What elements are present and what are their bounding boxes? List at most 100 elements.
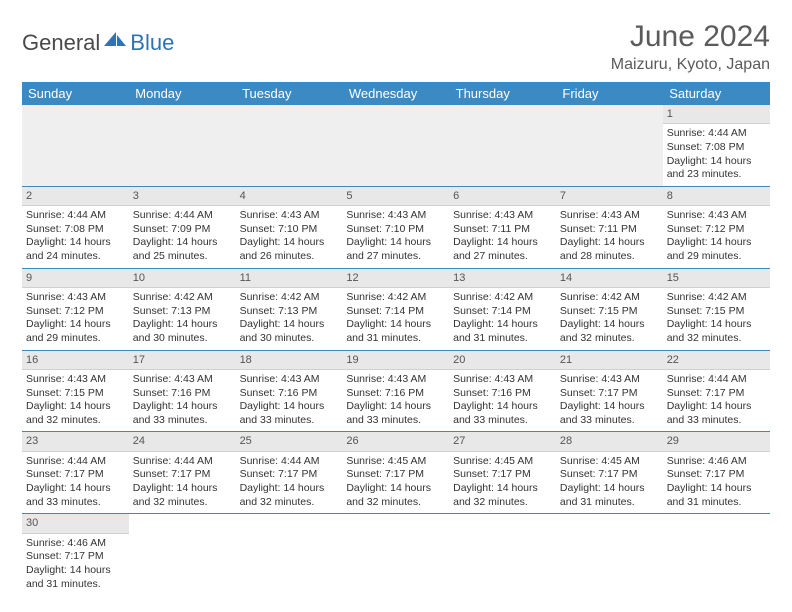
calendar-day-cell — [129, 105, 236, 186]
day-number: 13 — [449, 269, 556, 288]
calendar-day-cell: 16Sunrise: 4:43 AMSunset: 7:15 PMDayligh… — [22, 350, 129, 432]
sunrise-text: Sunrise: 4:45 AM — [453, 455, 552, 469]
sunrise-text: Sunrise: 4:42 AM — [453, 291, 552, 305]
sunset-text: Sunset: 7:17 PM — [26, 468, 125, 482]
daylight-text-2: and 30 minutes. — [133, 332, 232, 346]
sunset-text: Sunset: 7:16 PM — [133, 387, 232, 401]
daylight-text-2: and 32 minutes. — [26, 414, 125, 428]
daylight-text-2: and 33 minutes. — [346, 414, 445, 428]
daylight-text-2: and 33 minutes. — [667, 414, 766, 428]
day-content: Sunrise: 4:42 AMSunset: 7:13 PMDaylight:… — [129, 288, 236, 350]
sunset-text: Sunset: 7:11 PM — [453, 223, 552, 237]
daylight-text-2: and 32 minutes. — [240, 496, 339, 510]
daylight-text-1: Daylight: 14 hours — [560, 236, 659, 250]
day-number: 22 — [663, 351, 770, 370]
sunset-text: Sunset: 7:16 PM — [346, 387, 445, 401]
sunset-text: Sunset: 7:17 PM — [560, 468, 659, 482]
day-content: Sunrise: 4:43 AMSunset: 7:16 PMDaylight:… — [236, 370, 343, 432]
calendar-day-cell: 11Sunrise: 4:42 AMSunset: 7:13 PMDayligh… — [236, 268, 343, 350]
daylight-text-2: and 32 minutes. — [453, 496, 552, 510]
daylight-text-1: Daylight: 14 hours — [560, 482, 659, 496]
sunset-text: Sunset: 7:16 PM — [453, 387, 552, 401]
daylight-text-2: and 33 minutes. — [26, 496, 125, 510]
calendar-week-row: 16Sunrise: 4:43 AMSunset: 7:15 PMDayligh… — [22, 350, 770, 432]
sunrise-text: Sunrise: 4:42 AM — [346, 291, 445, 305]
day-number: 26 — [342, 432, 449, 451]
daylight-text-1: Daylight: 14 hours — [667, 482, 766, 496]
daylight-text-2: and 31 minutes. — [667, 496, 766, 510]
daylight-text-1: Daylight: 14 hours — [346, 236, 445, 250]
day-content: Sunrise: 4:43 AMSunset: 7:15 PMDaylight:… — [22, 370, 129, 432]
sunrise-text: Sunrise: 4:43 AM — [667, 209, 766, 223]
logo: General Blue — [22, 20, 174, 56]
sunrise-text: Sunrise: 4:44 AM — [26, 209, 125, 223]
day-content: Sunrise: 4:43 AMSunset: 7:10 PMDaylight:… — [236, 206, 343, 268]
day-content: Sunrise: 4:42 AMSunset: 7:15 PMDaylight:… — [556, 288, 663, 350]
sunrise-text: Sunrise: 4:43 AM — [26, 291, 125, 305]
sunrise-text: Sunrise: 4:44 AM — [667, 127, 766, 141]
sunset-text: Sunset: 7:14 PM — [453, 305, 552, 319]
day-content: Sunrise: 4:43 AMSunset: 7:16 PMDaylight:… — [342, 370, 449, 432]
sunset-text: Sunset: 7:17 PM — [667, 468, 766, 482]
day-content: Sunrise: 4:45 AMSunset: 7:17 PMDaylight:… — [556, 452, 663, 514]
daylight-text-1: Daylight: 14 hours — [240, 400, 339, 414]
sunrise-text: Sunrise: 4:43 AM — [133, 373, 232, 387]
daylight-text-1: Daylight: 14 hours — [453, 482, 552, 496]
day-content: Sunrise: 4:46 AMSunset: 7:17 PMDaylight:… — [663, 452, 770, 514]
calendar-day-cell — [236, 514, 343, 595]
daylight-text-1: Daylight: 14 hours — [133, 482, 232, 496]
weekday-header: Thursday — [449, 82, 556, 105]
sunrise-text: Sunrise: 4:42 AM — [560, 291, 659, 305]
daylight-text-1: Daylight: 14 hours — [26, 236, 125, 250]
daylight-text-1: Daylight: 14 hours — [346, 318, 445, 332]
day-number: 3 — [129, 187, 236, 206]
day-content: Sunrise: 4:44 AMSunset: 7:17 PMDaylight:… — [22, 452, 129, 514]
daylight-text-1: Daylight: 14 hours — [133, 400, 232, 414]
sunrise-text: Sunrise: 4:42 AM — [133, 291, 232, 305]
location-label: Maizuru, Kyoto, Japan — [611, 56, 770, 74]
daylight-text-1: Daylight: 14 hours — [26, 400, 125, 414]
daylight-text-1: Daylight: 14 hours — [26, 318, 125, 332]
day-number: 21 — [556, 351, 663, 370]
sunrise-text: Sunrise: 4:43 AM — [346, 373, 445, 387]
sunrise-text: Sunrise: 4:44 AM — [667, 373, 766, 387]
sunrise-text: Sunrise: 4:43 AM — [560, 373, 659, 387]
calendar-day-cell: 23Sunrise: 4:44 AMSunset: 7:17 PMDayligh… — [22, 432, 129, 514]
calendar-week-row: 9Sunrise: 4:43 AMSunset: 7:12 PMDaylight… — [22, 268, 770, 350]
day-number: 7 — [556, 187, 663, 206]
day-number: 16 — [22, 351, 129, 370]
daylight-text-1: Daylight: 14 hours — [133, 236, 232, 250]
sunset-text: Sunset: 7:11 PM — [560, 223, 659, 237]
day-content: Sunrise: 4:45 AMSunset: 7:17 PMDaylight:… — [449, 452, 556, 514]
daylight-text-1: Daylight: 14 hours — [453, 236, 552, 250]
daylight-text-1: Daylight: 14 hours — [560, 400, 659, 414]
daylight-text-2: and 26 minutes. — [240, 250, 339, 264]
sunset-text: Sunset: 7:08 PM — [667, 141, 766, 155]
sunset-text: Sunset: 7:10 PM — [240, 223, 339, 237]
day-content: Sunrise: 4:42 AMSunset: 7:15 PMDaylight:… — [663, 288, 770, 350]
calendar-day-cell — [556, 105, 663, 186]
sunset-text: Sunset: 7:15 PM — [560, 305, 659, 319]
daylight-text-2: and 33 minutes. — [453, 414, 552, 428]
sunset-text: Sunset: 7:15 PM — [26, 387, 125, 401]
day-content: Sunrise: 4:44 AMSunset: 7:09 PMDaylight:… — [129, 206, 236, 268]
calendar-day-cell: 24Sunrise: 4:44 AMSunset: 7:17 PMDayligh… — [129, 432, 236, 514]
calendar-day-cell: 17Sunrise: 4:43 AMSunset: 7:16 PMDayligh… — [129, 350, 236, 432]
sunrise-text: Sunrise: 4:44 AM — [240, 455, 339, 469]
daylight-text-2: and 31 minutes. — [26, 578, 125, 592]
day-number: 14 — [556, 269, 663, 288]
day-number: 28 — [556, 432, 663, 451]
sunset-text: Sunset: 7:17 PM — [26, 550, 125, 564]
day-content: Sunrise: 4:43 AMSunset: 7:12 PMDaylight:… — [663, 206, 770, 268]
sunset-text: Sunset: 7:09 PM — [133, 223, 232, 237]
daylight-text-1: Daylight: 14 hours — [667, 400, 766, 414]
day-number: 15 — [663, 269, 770, 288]
daylight-text-1: Daylight: 14 hours — [346, 482, 445, 496]
day-content: Sunrise: 4:43 AMSunset: 7:12 PMDaylight:… — [22, 288, 129, 350]
daylight-text-1: Daylight: 14 hours — [26, 564, 125, 578]
sunrise-text: Sunrise: 4:45 AM — [346, 455, 445, 469]
calendar-day-cell: 18Sunrise: 4:43 AMSunset: 7:16 PMDayligh… — [236, 350, 343, 432]
calendar-day-cell: 27Sunrise: 4:45 AMSunset: 7:17 PMDayligh… — [449, 432, 556, 514]
sunset-text: Sunset: 7:17 PM — [667, 387, 766, 401]
sunrise-text: Sunrise: 4:42 AM — [667, 291, 766, 305]
